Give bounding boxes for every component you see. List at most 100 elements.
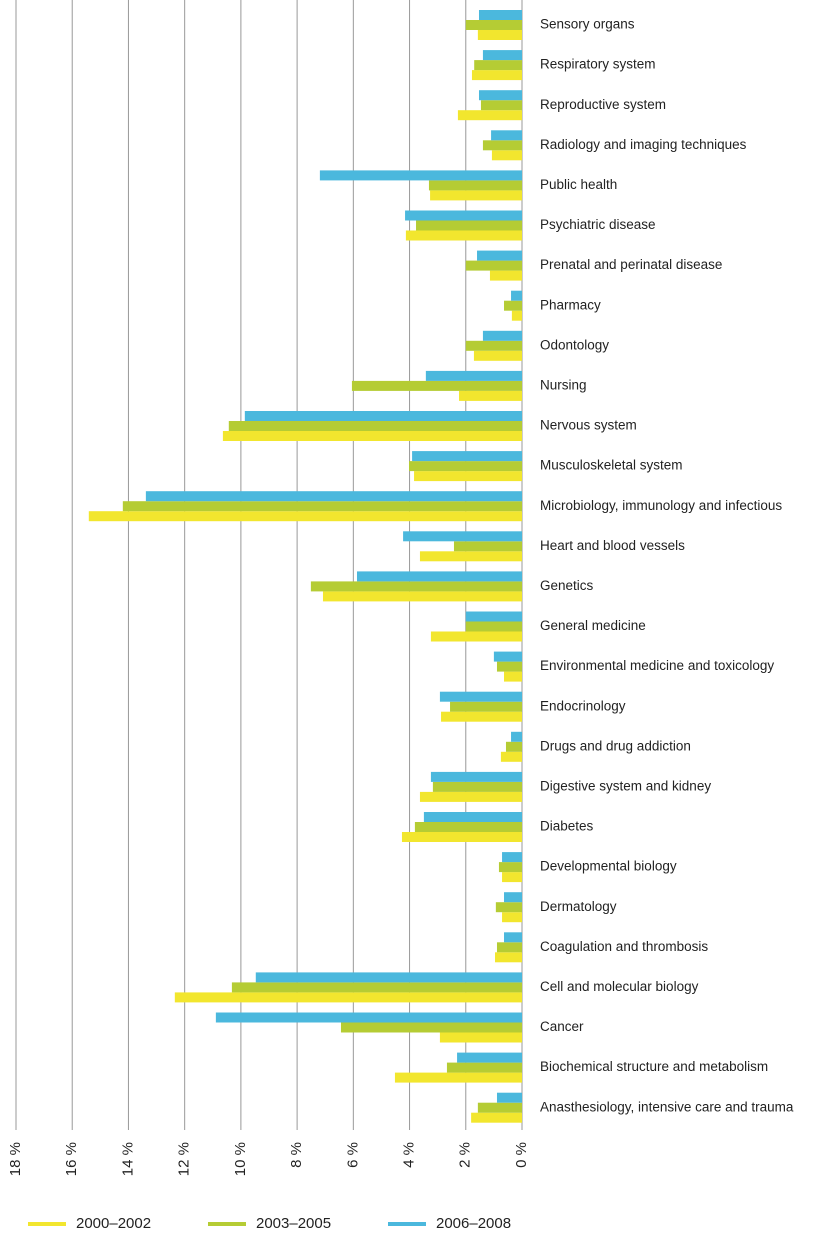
y-tick-label: Biochemical structure and metabolism: [540, 1059, 768, 1074]
bar: [231, 982, 523, 993]
bar: [174, 992, 523, 1003]
bar: [473, 350, 522, 361]
bar: [459, 390, 522, 401]
y-tick-label: Developmental biology: [540, 859, 677, 874]
bar: [496, 661, 522, 672]
bar: [340, 1022, 522, 1033]
bar: [394, 1072, 522, 1083]
y-tick-label: General medicine: [540, 618, 646, 633]
bar: [498, 862, 522, 873]
bar: [504, 671, 522, 682]
bar: [414, 822, 522, 832]
x-tick-label: 16 %: [63, 1142, 80, 1176]
bar: [502, 912, 522, 923]
bar: [319, 170, 522, 181]
y-tick-label: Prenatal and perinatal disease: [540, 257, 722, 272]
bar: [228, 421, 522, 431]
y-tick-label: Nervous system: [540, 418, 637, 433]
bar: [419, 551, 522, 562]
bar: [495, 952, 522, 963]
legend-label: 2000–2002: [76, 1215, 151, 1232]
bar: [430, 631, 522, 642]
bar: [457, 110, 522, 121]
bar: [496, 1092, 522, 1103]
bar: [351, 380, 522, 391]
y-tick-label: Diabetes: [540, 819, 594, 834]
y-tick-label: Digestive system and kidney: [540, 778, 711, 793]
bar: [489, 270, 522, 281]
bar: [255, 972, 522, 983]
bar: [423, 812, 522, 822]
y-tick-label: Drugs and drug addiction: [540, 738, 691, 753]
x-tick-label: 10 %: [232, 1142, 249, 1176]
x-tick-label: 2 %: [457, 1142, 474, 1168]
y-tick-label: Cancer: [540, 1019, 584, 1034]
y-tick-label: Odontology: [540, 337, 609, 352]
bar: [477, 250, 522, 261]
bar: [439, 1032, 522, 1043]
bar: [401, 832, 522, 842]
bar: [471, 1112, 522, 1123]
y-tick-label: Musculoskeletal system: [540, 458, 683, 473]
y-tick-label: Anasthesiology, intensive care and traum…: [540, 1099, 794, 1114]
bar: [511, 290, 522, 301]
y-tick-label: Respiratory system: [540, 57, 656, 72]
bar: [496, 942, 522, 953]
y-tick-label: Endocrinology: [540, 698, 626, 713]
bar: [511, 731, 522, 742]
y-tick-label: Radiology and imaging techniques: [540, 137, 747, 152]
y-tick-label: Nursing: [540, 377, 587, 392]
bar: [482, 50, 522, 61]
bar: [504, 300, 522, 311]
bar: [419, 791, 522, 802]
bar: [502, 852, 522, 863]
bar: [491, 150, 522, 161]
bar: [504, 932, 522, 943]
bar: [504, 892, 522, 903]
bar: [88, 511, 523, 522]
bar: [465, 340, 522, 351]
bar: [414, 471, 522, 482]
bar: [478, 10, 522, 20]
bar: [453, 541, 522, 552]
x-tick-label: 0 %: [513, 1142, 530, 1168]
bar: [477, 30, 522, 40]
bar: [502, 872, 522, 883]
y-tick-label: Heart and blood vessels: [540, 538, 685, 553]
bar: [215, 1012, 522, 1023]
bar: [478, 90, 522, 101]
bar: [430, 190, 522, 201]
bar: [428, 180, 522, 191]
bar: [310, 581, 522, 592]
y-tick-label: Cell and molecular biology: [540, 979, 699, 994]
x-tick-label: 6 %: [344, 1142, 361, 1168]
bar: [482, 140, 522, 151]
bar: [432, 781, 522, 792]
legend-label: 2006–2008: [436, 1215, 511, 1232]
x-tick-label: 14 %: [119, 1142, 136, 1176]
x-tick-label: 4 %: [401, 1142, 418, 1168]
bar: [244, 411, 522, 421]
bar: [474, 60, 522, 71]
y-tick-label: Dermatology: [540, 899, 617, 914]
bar: [446, 1062, 522, 1073]
bar: [480, 100, 522, 111]
bar: [405, 210, 522, 221]
y-tick-label: Reproductive system: [540, 97, 666, 112]
bar: [412, 451, 522, 462]
bar: [430, 771, 522, 782]
bar: [500, 751, 522, 762]
y-tick-label: Coagulation and thrombosis: [540, 939, 708, 954]
bar: [145, 491, 522, 502]
bar: [511, 310, 522, 321]
bar: [439, 691, 522, 702]
y-tick-label: Microbiology, immunology and infectious: [540, 498, 782, 513]
x-tick-label: 8 %: [288, 1142, 305, 1168]
bar: [482, 330, 522, 341]
bar: [491, 130, 522, 141]
y-tick-label: Public health: [540, 177, 617, 192]
bar: [465, 611, 522, 622]
bar: [403, 531, 522, 542]
bar: [122, 501, 523, 512]
